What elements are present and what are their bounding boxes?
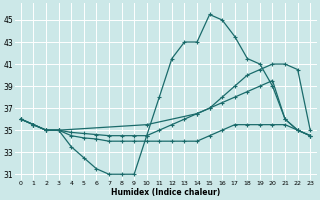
X-axis label: Humidex (Indice chaleur): Humidex (Indice chaleur) — [111, 188, 220, 197]
